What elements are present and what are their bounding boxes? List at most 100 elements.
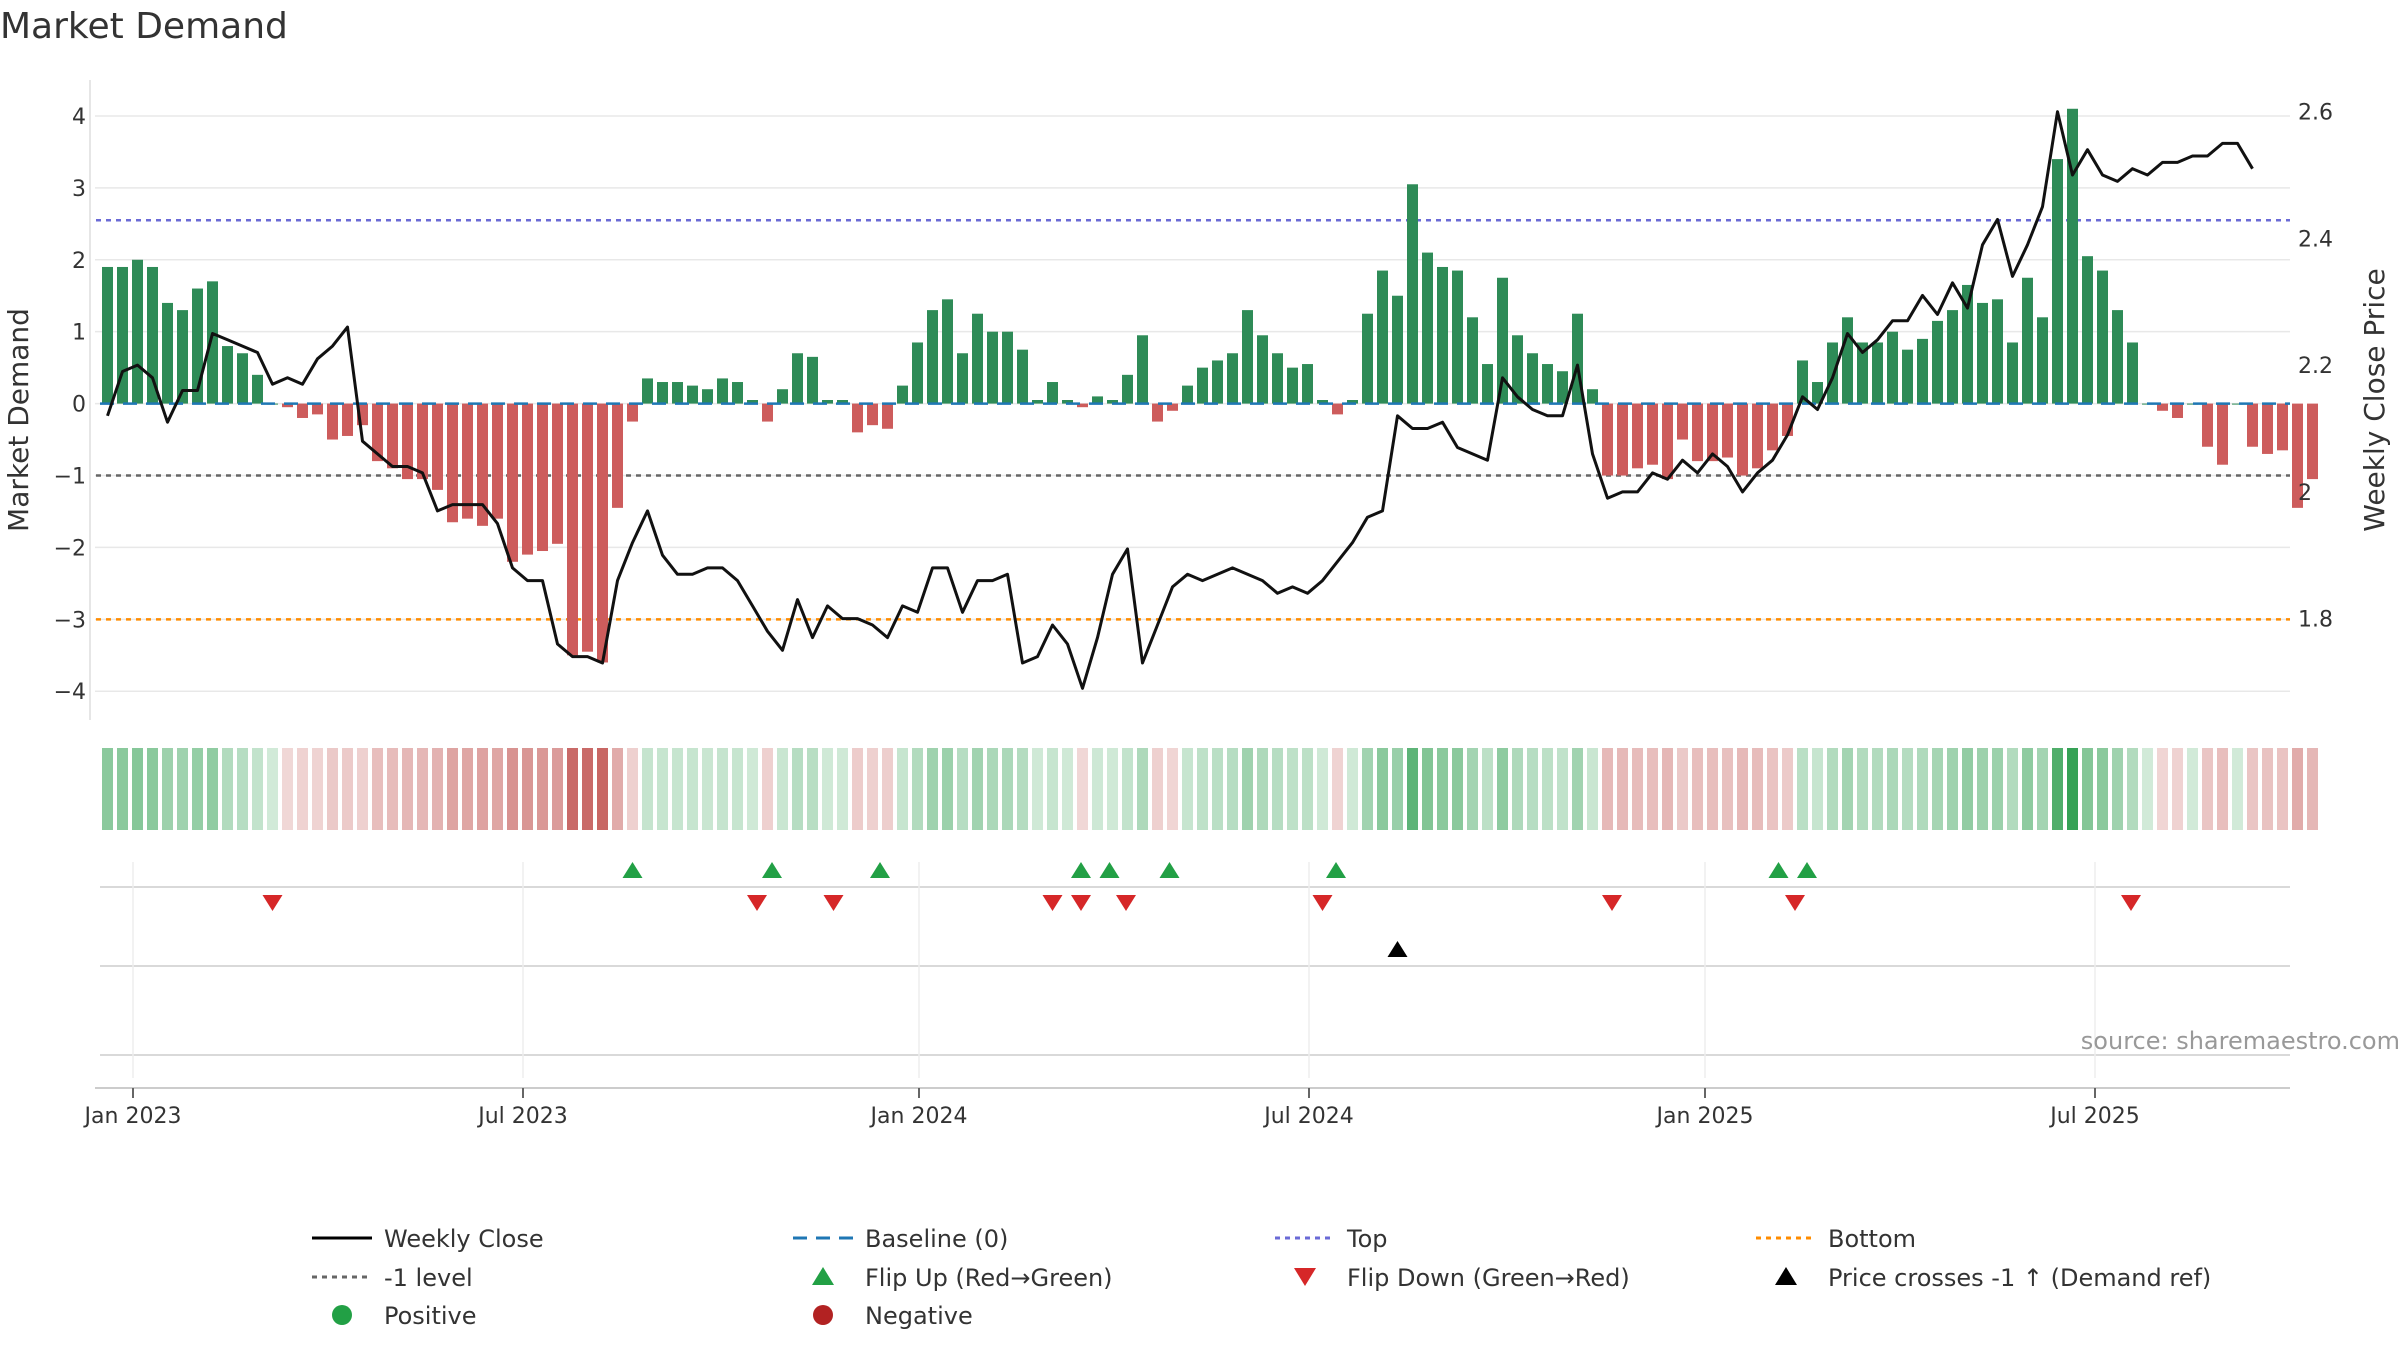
demand-bar [402,403,413,480]
demand-bar [1902,349,1913,404]
demand-bar [1152,403,1163,422]
demand-bar [1197,367,1208,404]
demand-bar [1032,400,1043,404]
strip-cell [582,748,593,830]
demand-bar [1167,403,1178,411]
demand-bar [912,342,923,404]
strip-cell [942,748,953,830]
demand-bar [492,403,503,519]
demand-bar [762,403,773,422]
demand-bar [1017,349,1028,404]
demand-bar [1632,403,1643,469]
legend-label: Positive [384,1302,477,1330]
strip-cell [1122,748,1133,830]
demand-bar [2277,403,2288,451]
demand-bar [1107,400,1118,404]
demand-bar [162,302,173,404]
demand-bar [2022,277,2033,404]
left-tick-label: −3 [54,608,86,633]
legend-swatch-circle [813,1305,833,1325]
strip-cell [492,748,503,830]
legend-label: Flip Up (Red→Green) [865,1264,1113,1292]
demand-bar [1977,302,1988,404]
strip-cell [897,748,908,830]
demand-bar [657,382,668,404]
strip-cell [672,748,683,830]
legend-label: Price crosses -1 ↑ (Demand ref) [1828,1264,2211,1292]
left-tick-label: 1 [72,321,86,346]
strip-cell [1287,748,1298,830]
legend-swatch-triangle-down [1294,1268,1316,1286]
legend-label: Top [1346,1225,1388,1253]
demand-bar [1002,331,1013,404]
demand-bar [2247,403,2258,447]
strip-cell [267,748,278,830]
strip-cell [2157,748,2168,830]
legend-label: Bottom [1828,1225,1916,1253]
demand-bar [1467,317,1478,404]
demand-bar [327,403,338,440]
left-axis-label: Market Demand [2,308,35,532]
demand-bar [957,353,968,404]
strip-cell [1452,748,1463,830]
demand-bar [2172,403,2183,418]
demand-bar [792,353,803,404]
demand-bar [1077,403,1088,408]
legend: Weekly Close Baseline (0) Top Bottom -1 leve… [312,1225,2211,1330]
demand-bar [642,378,653,404]
strip-cell [237,748,248,830]
flip-up-marker [1099,862,1120,878]
demand-bar [2307,403,2318,480]
strip-cell [2172,748,2183,830]
strip-cell [1992,748,2003,830]
demand-bar [1707,403,1718,462]
demand-bar [222,346,233,404]
strip-cell [1527,748,1538,830]
strip-cell [1722,748,1733,830]
demand-bar [2097,270,2108,404]
demand-bar [1242,310,1253,404]
demand-bar [282,403,293,408]
strip-cell [1332,748,1343,830]
right-tick-label: 2.2 [2298,354,2333,379]
strip-cell [432,748,443,830]
demand-bar [1752,403,1763,469]
flip-up-marker [1797,862,1817,878]
demand-bar [1287,367,1298,404]
demand-bar [597,403,608,663]
strip-cell [1617,748,1628,830]
weekly-close-layer [106,110,2254,690]
strip-cell [792,748,803,830]
demand-bar [1962,284,1973,404]
legend-label: -1 level [384,1264,473,1292]
demand-bar [1662,403,1673,480]
strip-cell [1887,748,1898,830]
demand-bar [387,403,398,469]
strip-cell [1977,748,1988,830]
demand-bar [1587,389,1598,404]
demand-bar [2217,403,2228,465]
strip-cell [747,748,758,830]
demand-bar [1527,353,1538,404]
flip-down-marker [2121,895,2141,911]
strip-cell [2022,748,2033,830]
strip-cell [1257,748,1268,830]
strip-cell [1662,748,1673,830]
strip-cell [1347,748,1358,830]
flip-up-marker [870,862,890,878]
flip-down-marker [1116,895,1136,911]
strip-cell [162,748,173,830]
right-axis-label: Weekly Close Price [2358,268,2391,531]
demand-bar [1482,364,1493,404]
demand-bar [1932,320,1943,404]
strip-cell [1182,748,1193,830]
strip-cell [2277,748,2288,830]
strip-cell [372,748,383,830]
strip-cell [1107,748,1118,830]
strip-cell [867,748,878,830]
demand-bar [1212,360,1223,404]
demand-bar [1182,385,1193,404]
demand-bar [1347,400,1358,404]
flip-up-marker [1159,862,1180,878]
demand-bar [687,385,698,404]
